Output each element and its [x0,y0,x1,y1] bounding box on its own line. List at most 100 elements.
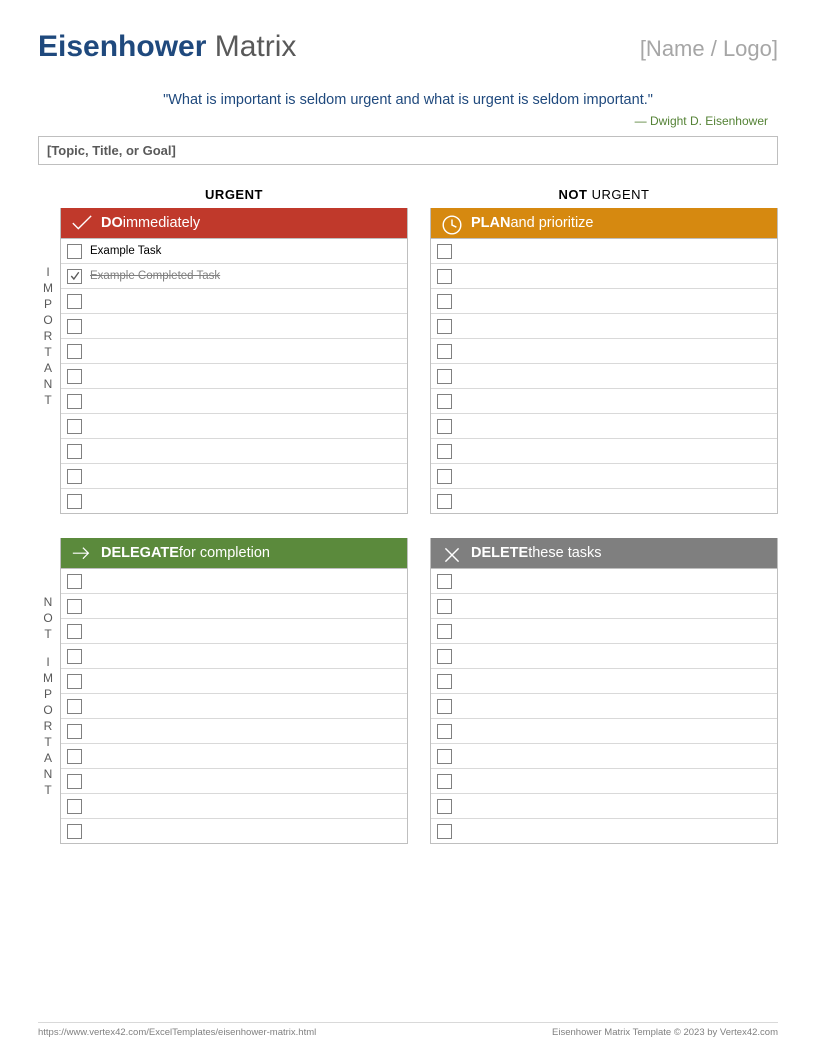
footer-url: https://www.vertex42.com/ExcelTemplates/… [38,1027,316,1038]
task-row [431,338,777,363]
matrix: URGENT NOT URGENT IMPORTANT DO immediate… [38,187,778,844]
column-headers: URGENT NOT URGENT [60,187,778,202]
task-checkbox[interactable] [437,824,452,839]
task-row [61,618,407,643]
task-row [431,288,777,313]
task-checkbox[interactable] [67,774,82,789]
task-row [431,363,777,388]
task-text[interactable]: Example Task [90,245,161,257]
quote-attribution: — Dwight D. Eisenhower [38,114,778,128]
quadrant-header-do: DO immediately [61,208,407,238]
task-row [61,488,407,513]
task-row [431,413,777,438]
quadrant-plan: PLAN and prioritize [430,208,778,514]
title-bold: Eisenhower [38,30,206,63]
task-checkbox[interactable] [67,724,82,739]
task-checkbox[interactable] [67,749,82,764]
task-checkbox[interactable] [67,799,82,814]
task-row [61,768,407,793]
task-checkbox[interactable] [437,649,452,664]
task-row [61,288,407,313]
task-row [431,743,777,768]
task-checkbox[interactable] [437,319,452,334]
task-row [61,463,407,488]
task-checkbox[interactable] [67,344,82,359]
task-checkbox[interactable] [67,674,82,689]
task-checkbox[interactable] [437,574,452,589]
task-row [61,313,407,338]
task-row [61,693,407,718]
task-checkbox[interactable] [67,574,82,589]
task-row [431,263,777,288]
task-checkbox[interactable] [67,444,82,459]
task-row [431,488,777,513]
task-checkbox[interactable] [67,599,82,614]
task-checkbox[interactable] [437,419,452,434]
task-row [431,693,777,718]
task-checkbox[interactable] [67,419,82,434]
task-row [61,793,407,818]
task-checkbox[interactable] [67,494,82,509]
task-checkbox[interactable] [67,824,82,839]
task-row [431,718,777,743]
task-row [61,718,407,743]
task-checkbox[interactable] [437,269,452,284]
task-row [431,568,777,593]
task-checkbox[interactable] [437,774,452,789]
task-row [431,818,777,843]
checkmark-icon [71,214,93,232]
row-important: IMPORTANT DO immediately Example TaskExa… [60,208,778,514]
task-text[interactable]: Example Completed Task [90,270,220,282]
quadrant-header-plan: PLAN and prioritize [431,208,777,238]
task-checkbox[interactable] [437,699,452,714]
task-checkbox[interactable] [437,444,452,459]
row-label-important: IMPORTANT [40,264,56,408]
task-checkbox[interactable] [437,599,452,614]
task-row [61,818,407,843]
task-checkbox[interactable] [437,344,452,359]
task-checkbox[interactable] [67,294,82,309]
quote-block: "What is important is seldom urgent and … [38,92,778,128]
task-checkbox[interactable] [67,624,82,639]
task-checkbox[interactable] [437,724,452,739]
quadrant-delete: DELETE these tasks [430,538,778,844]
task-checkbox[interactable] [67,319,82,334]
task-checkbox[interactable] [437,674,452,689]
task-checkbox[interactable] [437,749,452,764]
task-row [61,388,407,413]
quadrant-delegate: DELEGATE for completion [60,538,408,844]
footer-copyright: Eisenhower Matrix Template © 2023 by Ver… [552,1027,778,1038]
task-checkbox[interactable] [67,699,82,714]
task-row [61,338,407,363]
col-header-urgent: URGENT [60,187,408,202]
row-label-not-important: NOTIMPORTANT [40,594,56,798]
task-checkbox[interactable] [437,394,452,409]
task-checkbox[interactable] [437,294,452,309]
quadrant-header-delegate: DELEGATE for completion [61,538,407,568]
task-row [61,568,407,593]
topic-input[interactable]: [Topic, Title, or Goal] [38,136,778,165]
task-row [61,438,407,463]
task-checkbox[interactable] [437,494,452,509]
task-row [61,363,407,388]
task-checkbox[interactable] [67,394,82,409]
task-row [431,618,777,643]
task-row [431,643,777,668]
task-checkbox[interactable] [437,799,452,814]
task-checkbox[interactable] [437,369,452,384]
task-checkbox[interactable] [437,469,452,484]
page-title: Eisenhower Matrix [38,30,296,64]
task-checkbox[interactable] [67,244,82,259]
footer: https://www.vertex42.com/ExcelTemplates/… [38,1022,778,1038]
task-checkbox[interactable] [437,244,452,259]
task-checkbox[interactable] [67,649,82,664]
title-rest: Matrix [206,30,296,63]
task-checkbox[interactable] [67,269,82,284]
task-checkbox[interactable] [67,369,82,384]
task-row [431,238,777,263]
task-checkbox[interactable] [67,469,82,484]
task-checkbox[interactable] [437,624,452,639]
arrow-right-icon [71,544,93,562]
x-icon [441,544,463,562]
task-row [431,668,777,693]
